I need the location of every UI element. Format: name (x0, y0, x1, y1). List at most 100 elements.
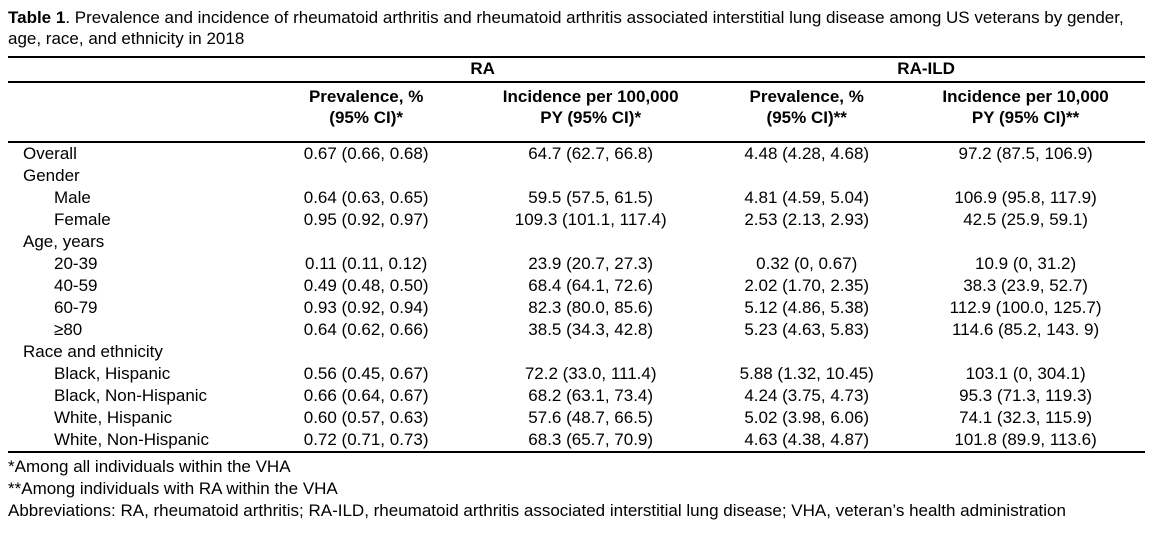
cell-value: 74.1 (32.3, 115.9) (959, 408, 1093, 427)
cell-value: 5.23 (4.63, 5.83) (744, 320, 870, 339)
cell-value: 2.02 (1.70, 2.35) (744, 276, 870, 295)
cell-value: 38.3 (23.9, 52.7) (963, 276, 1088, 295)
row-label: Age, years (23, 232, 105, 251)
cell-value (258, 165, 474, 187)
cell-value: 68.3 (65.7, 70.9) (474, 429, 708, 453)
cell-value: 0.64 (0.62, 0.66) (303, 320, 429, 339)
cell-value (258, 231, 474, 253)
cell-value: 0.60 (0.57, 0.63) (303, 408, 429, 427)
cell-value: 5.88 (1.32, 10.45) (739, 364, 874, 383)
table-row: White, Non-Hispanic 0.72 (0.71, 0.73) 68.3… (8, 429, 1145, 453)
table-row: Overall 0.67 (0.66, 0.68) 64.7 (62.7, 66.8… (8, 142, 1145, 165)
cell-value (474, 341, 707, 363)
cell-value: 23.9 (20.7, 27.3) (528, 254, 654, 273)
column-header-spacer (8, 82, 259, 143)
cell-value: 64.7 (62.7, 66.8) (528, 144, 654, 163)
column-header-ra-ild-incidence: Incidence per 10,000 PY (95% CI)** (906, 82, 1145, 143)
row-label: 20-39 (54, 254, 98, 273)
cell-value: 68.4 (64.1, 72.6) (528, 276, 654, 295)
table-caption-text: . Prevalence and incidence of rheumatoid… (8, 8, 1124, 48)
cell-value: 0.49 (0.48, 0.50) (303, 276, 429, 295)
table-row: White, Hispanic 0.60 (0.57, 0.63) 57.6 (48… (8, 407, 1145, 429)
cell-value: 5.02 (3.98, 6.06) (744, 408, 870, 427)
row-label: Male (54, 188, 91, 207)
table-row: ≥80 0.64 (0.62, 0.66) 38.5 (34.3, 42.8) 5.2… (8, 319, 1145, 341)
row-label: White, Hispanic (54, 408, 173, 427)
cell-value: 0.95 (0.92, 0.97) (303, 210, 429, 229)
table-row: Black, Hispanic 0.56 (0.45, 0.67) 72.2 (33… (8, 363, 1145, 385)
table-row: Age, years (8, 231, 1145, 253)
cell-value: 0.11 (0.11, 0.12) (305, 254, 428, 273)
row-label: Female (54, 210, 111, 229)
cell-value: 72.2 (33.0, 111.4) (524, 364, 657, 383)
cell-value (906, 341, 1145, 363)
cell-value (474, 165, 707, 187)
column-header-ra-prevalence: Prevalence, % (95% CI)* (258, 82, 475, 143)
cell-value: 112.9 (100.0, 125.7) (949, 298, 1102, 317)
table-row: Male 0.64 (0.63, 0.65) 59.5 (57.5, 61.5) 4.… (8, 187, 1145, 209)
cell-value: 4.24 (3.75, 4.73) (744, 386, 870, 405)
row-label: ≥80 (54, 320, 83, 339)
group-header-row: RA RA-ILD (8, 56, 1145, 83)
group-header-spacer (8, 56, 259, 83)
row-label: Black, Non-Hispanic (54, 386, 208, 405)
table-number: Table 1 (8, 8, 66, 27)
cell-value: 103.1 (0, 304.1) (965, 364, 1086, 383)
data-table: RA RA-ILD Prevalence, % (95% CI)* Incide… (8, 56, 1145, 453)
row-label: 40-59 (54, 276, 98, 295)
cell-value (906, 165, 1145, 187)
table-caption: Table 1. Prevalence and incidence of rhe… (8, 7, 1145, 49)
row-label: 60-79 (54, 298, 98, 317)
table-row: Female 0.95 (0.92, 0.97) 109.3 (101.1, 117… (8, 209, 1145, 231)
cell-value: 0.67 (0.66, 0.68) (303, 144, 429, 163)
footnote-single-asterisk: *Among all individuals within the VHA (8, 457, 291, 476)
cell-value: 114.6 (85.2, 143. 9) (952, 320, 1100, 339)
row-label: Gender (23, 166, 80, 185)
cell-value: 0.64 (0.63, 0.65) (303, 188, 429, 207)
footnotes: *Among all individuals within the VHA **… (8, 456, 1145, 522)
table-row: 20-39 0.11 (0.11, 0.12) 23.9 (20.7, 27.3) 0… (8, 253, 1145, 275)
cell-value: 38.5 (34.3, 42.8) (528, 320, 654, 339)
cell-value: 5.12 (4.86, 5.38) (744, 298, 870, 317)
cell-value (906, 231, 1145, 253)
cell-value: 0.32 (0, 0.67) (756, 254, 858, 273)
table-row: Race and ethnicity (8, 341, 1145, 363)
cell-value: 57.6 (48.7, 66.5) (528, 408, 654, 427)
cell-value: 0.93 (0.92, 0.94) (303, 298, 429, 317)
cell-value: 4.63 (4.38, 4.87) (707, 429, 907, 453)
cell-value (707, 341, 906, 363)
cell-value (258, 341, 474, 363)
cell-value: 82.3 (80.0, 85.6) (528, 298, 654, 317)
footnote-abbreviations: Abbreviations: RA, rheumatoid arthritis;… (8, 501, 1066, 520)
cell-value: 101.8 (89.9, 113.6) (906, 429, 1145, 453)
cell-value: 4.81 (4.59, 5.04) (744, 188, 870, 207)
cell-value: 10.9 (0, 31.2) (975, 254, 1077, 273)
row-label: Overall (23, 144, 77, 163)
table-row: 60-79 0.93 (0.92, 0.94) 82.3 (80.0, 85.6) 5… (8, 297, 1145, 319)
cell-value: 4.48 (4.28, 4.68) (744, 144, 870, 163)
table-row: 40-59 0.49 (0.48, 0.50) 68.4 (64.1, 72.6) 2… (8, 275, 1145, 297)
cell-value: 68.2 (63.1, 73.4) (528, 386, 654, 405)
table-row: Black, Non-Hispanic 0.66 (0.64, 0.67) 68.2… (8, 385, 1145, 407)
table-body: Overall 0.67 (0.66, 0.68) 64.7 (62.7, 66.8… (8, 142, 1145, 453)
cell-value: 0.72 (0.71, 0.73) (258, 429, 475, 453)
cell-value: 95.3 (71.3, 119.3) (959, 386, 1093, 405)
cell-value: 0.56 (0.45, 0.67) (303, 364, 429, 383)
cell-value: 2.53 (2.13, 2.93) (744, 210, 870, 229)
table-row: Gender (8, 165, 1145, 187)
group-header-ra-ild: RA-ILD (707, 56, 1145, 83)
cell-value: 109.3 (101.1, 117.4) (514, 210, 667, 229)
cell-value (474, 231, 707, 253)
column-header-ra-incidence: Incidence per 100,000 PY (95% CI)* (474, 82, 708, 143)
cell-value: 59.5 (57.5, 61.5) (528, 188, 654, 207)
row-label: Race and ethnicity (23, 342, 163, 361)
cell-value: 0.66 (0.64, 0.67) (303, 386, 429, 405)
cell-value: 42.5 (25.9, 59.1) (963, 210, 1088, 229)
group-header-ra: RA (258, 56, 708, 83)
column-header-ra-ild-prevalence: Prevalence, % (95% CI)** (707, 82, 907, 143)
cell-value: 106.9 (95.8, 117.9) (954, 188, 1097, 207)
footnote-double-asterisk: **Among individuals with RA within the V… (8, 479, 338, 498)
cell-value (707, 231, 906, 253)
cell-value (707, 165, 906, 187)
row-label: White, Non-Hispanic (8, 429, 259, 453)
